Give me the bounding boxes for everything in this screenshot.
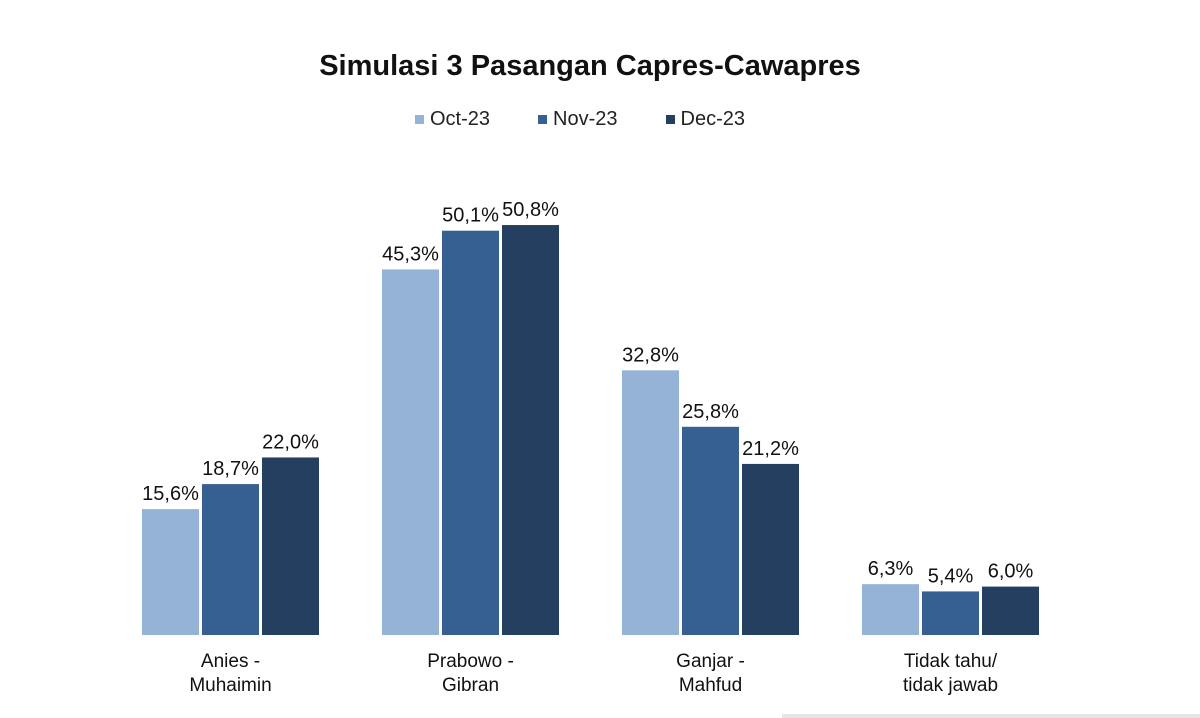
data-label-tidak-tahu-dec: 6,0% (988, 561, 1034, 583)
data-label-anies-nov: 18,7% (202, 458, 259, 480)
legend-label-nov: Nov-23 (553, 108, 618, 130)
bar-prabowo-dec (502, 225, 559, 635)
footer-divider (782, 714, 1200, 718)
legend-label-oct: Oct-23 (430, 108, 491, 130)
data-label-ganjar-nov: 25,8% (682, 401, 739, 423)
data-label-prabowo-dec: 50,8% (502, 199, 559, 221)
bar-prabowo-oct (382, 269, 439, 635)
legend-swatch-nov (538, 115, 548, 124)
bar-prabowo-nov (442, 230, 499, 635)
bar-tidak-tahu-oct (862, 584, 919, 635)
bar-ganjar-nov (682, 426, 739, 635)
bar-tidak-tahu-nov (922, 591, 979, 635)
legend: Oct-23 Nov-23 Dec-23 (0, 108, 1160, 131)
data-label-ganjar-dec: 21,2% (742, 438, 799, 460)
legend-swatch-oct (415, 115, 424, 124)
legend-item-dec: Dec-23 (665, 108, 745, 131)
category-label-ganjar: Ganjar -Mahfud (676, 651, 745, 696)
bar-anies-dec (262, 457, 319, 635)
data-label-anies-dec: 22,0% (262, 431, 319, 453)
data-label-anies-oct: 15,6% (142, 483, 199, 505)
bar-tidak-tahu-dec (982, 586, 1039, 635)
data-label-tidak-tahu-nov: 5,4% (928, 565, 974, 587)
data-label-prabowo-oct: 45,3% (382, 243, 439, 265)
legend-label-dec: Dec-23 (680, 108, 745, 130)
bar-ganjar-dec (742, 463, 799, 635)
bar-anies-oct (142, 509, 199, 635)
category-label-tidak-tahu: Tidak tahu/tidak jawab (903, 651, 998, 696)
data-label-prabowo-nov: 50,1% (442, 205, 499, 227)
legend-swatch-dec (665, 115, 675, 124)
data-label-ganjar-oct: 32,8% (622, 344, 679, 366)
category-label-anies: Anies -Muhaimin (189, 651, 271, 696)
legend-item-oct: Oct-23 (415, 108, 490, 131)
category-label-prabowo: Prabowo -Gibran (427, 651, 514, 696)
legend-item-nov: Nov-23 (538, 108, 618, 131)
chart-title: Simulasi 3 Pasangan Capres-Cawapres (319, 50, 861, 82)
bar-ganjar-oct (622, 370, 679, 635)
data-label-tidak-tahu-oct: 6,3% (868, 558, 914, 580)
bar-anies-nov (202, 484, 259, 635)
